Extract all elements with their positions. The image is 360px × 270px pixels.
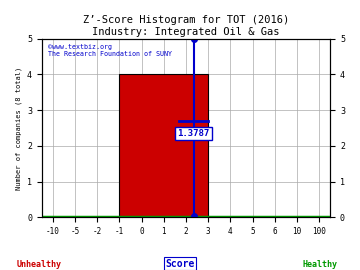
Text: Unhealthy: Unhealthy [17,260,62,269]
Text: Score: Score [165,259,195,269]
Title: Z’-Score Histogram for TOT (2016)
Industry: Integrated Oil & Gas: Z’-Score Histogram for TOT (2016) Indust… [83,15,289,37]
Text: Healthy: Healthy [303,260,338,269]
Text: ©www.textbiz.org
The Research Foundation of SUNY: ©www.textbiz.org The Research Foundation… [48,44,172,57]
Y-axis label: Number of companies (8 total): Number of companies (8 total) [15,66,22,190]
Text: 1.3787: 1.3787 [177,129,210,138]
Bar [120,75,208,217]
